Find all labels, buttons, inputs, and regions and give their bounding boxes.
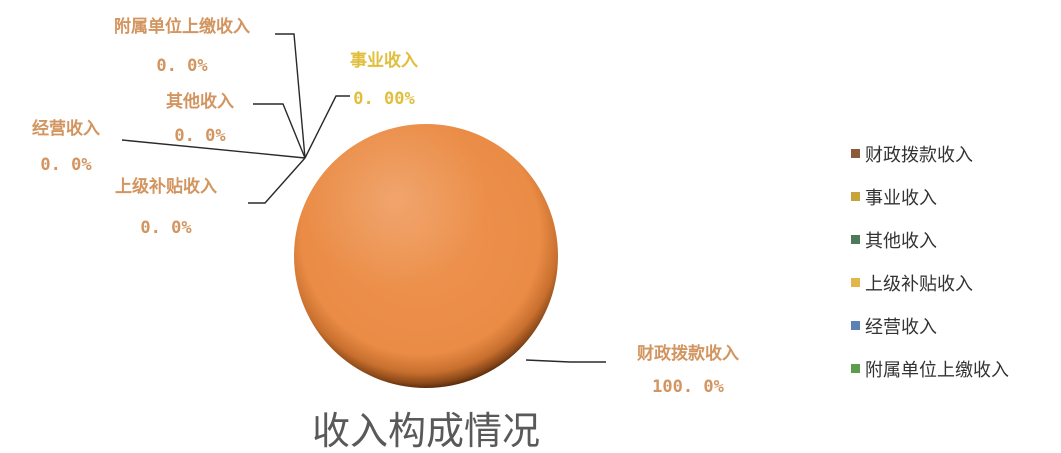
legend-item-label: 财政拨款收入	[865, 145, 973, 166]
data-label-value: 0. 0%	[156, 56, 208, 76]
chart-title: 收入构成情况	[312, 409, 540, 453]
leader-line	[121, 139, 306, 159]
pie-group	[294, 124, 558, 388]
legend-marker	[851, 235, 860, 244]
data-label-value: 0. 00%	[353, 89, 415, 109]
legend-marker	[851, 364, 860, 373]
legend-item-label: 事业收入	[865, 188, 937, 209]
legend-item-label: 经营收入	[865, 317, 937, 338]
data-label-value: 0. 0%	[40, 155, 92, 175]
data-label-name: 附属单位上缴收入	[114, 16, 250, 37]
legend-item-label: 其他收入	[865, 231, 937, 252]
legend-marker	[851, 149, 860, 158]
leader-line	[275, 33, 306, 159]
leader-line	[304, 95, 350, 159]
data-label-name: 财政拨款收入	[636, 343, 739, 364]
data-label-name: 经营收入	[32, 118, 100, 139]
legend-marker	[851, 192, 860, 201]
data-label-value: 0. 0%	[174, 126, 226, 146]
legend-item-label: 上级补贴收入	[865, 274, 973, 295]
leader-line	[525, 359, 606, 363]
leader-line	[253, 103, 306, 159]
data-labels: 财政拨款收入 100. 0% 事业收入 0. 00% 其他收入 0. 0% 上级补贴收入 0.…	[32, 16, 739, 397]
data-label-name: 其他收入	[166, 91, 234, 112]
legend-marker	[851, 278, 860, 287]
legend-item-label: 附属单位上缴收入	[865, 360, 1009, 381]
leader-line	[248, 157, 306, 204]
data-label-name: 上级补贴收入	[115, 176, 217, 197]
pie-highlight	[294, 124, 558, 388]
data-label-name: 事业收入	[350, 50, 418, 71]
leader-lines	[121, 33, 606, 363]
data-label-value: 100. 0%	[652, 377, 724, 397]
legend-marker	[851, 321, 860, 330]
data-label-value: 0. 0%	[140, 218, 192, 238]
